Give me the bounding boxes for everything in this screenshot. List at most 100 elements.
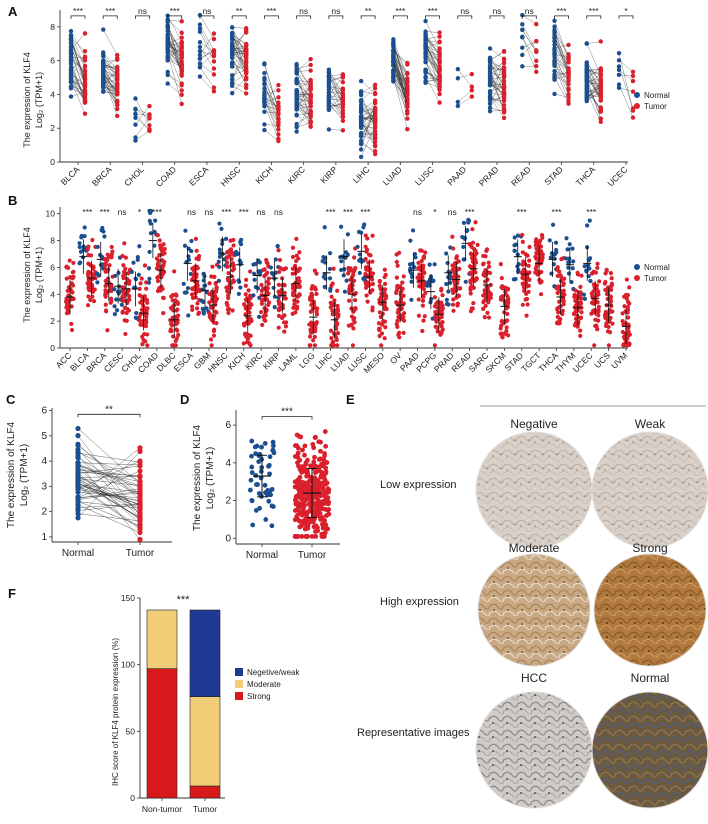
normal-point: [69, 29, 73, 33]
tumor-point: [283, 296, 287, 300]
tumor-point: [231, 238, 235, 242]
tumor-point: [137, 468, 142, 473]
normal-point: [75, 443, 80, 448]
tumor-point: [599, 107, 603, 111]
panel-d-ylabel-2: Log₂ (TPM+1): [205, 447, 216, 510]
group-hnsc: ***: [217, 207, 237, 315]
tumor-point: [248, 301, 252, 305]
tumor-point: [194, 290, 198, 294]
group-pcpg: *: [425, 207, 445, 347]
tumor-point: [451, 297, 455, 301]
normal-point: [355, 245, 359, 249]
tumor-point: [396, 333, 400, 337]
normal-point: [271, 443, 276, 448]
normal-point: [423, 55, 427, 59]
group-uvm: [620, 277, 631, 347]
tumor-point: [484, 249, 488, 253]
normal-point: [567, 271, 571, 275]
normal-point: [198, 57, 202, 61]
normal-point: [147, 266, 151, 270]
normal-point: [183, 229, 187, 233]
tumor-point: [115, 74, 119, 78]
tumor-point: [626, 300, 630, 304]
tumor-point: [395, 275, 399, 279]
tumor-point: [277, 308, 281, 312]
tumor-point: [502, 66, 506, 70]
normal-point: [276, 244, 280, 248]
significance-bracket: [264, 16, 278, 19]
group-cesc: ns: [112, 207, 132, 336]
normal-point: [137, 244, 141, 248]
tumor-point: [86, 303, 90, 307]
x-tick-label: Tumor: [193, 804, 217, 814]
normal-point: [198, 45, 202, 49]
tumor-point: [293, 443, 298, 448]
normal-point: [198, 53, 202, 57]
tumor-point: [364, 267, 368, 271]
normal-point: [75, 499, 80, 504]
legend-negweak-label: Negetive/weak: [247, 668, 300, 677]
tumor-point: [109, 297, 113, 301]
normal-point: [75, 505, 80, 510]
normal-point: [344, 279, 348, 283]
tumor-point: [127, 298, 131, 302]
tumor-point: [454, 289, 458, 293]
normal-point: [101, 62, 105, 66]
tumor-point: [323, 444, 328, 449]
tumor-point: [296, 487, 301, 492]
normal-point: [552, 49, 556, 53]
significance-label: ***: [105, 6, 116, 16]
significance-label: ns: [257, 207, 266, 217]
tumor-point: [147, 104, 151, 108]
normal-point: [294, 81, 298, 85]
tumor-point: [180, 93, 184, 97]
tumor-point: [383, 320, 387, 324]
tumor-point: [277, 326, 281, 330]
tumor-point: [171, 298, 175, 302]
tumor-point: [266, 280, 270, 284]
normal-point: [456, 67, 460, 71]
tumor-point: [212, 290, 216, 294]
tumor-point: [599, 93, 603, 97]
tumor-point: [300, 448, 305, 453]
tumor-point: [276, 127, 280, 131]
tumor-point: [210, 299, 214, 303]
tumor-point: [437, 68, 441, 72]
tumor-point: [313, 306, 317, 310]
tumor-point: [502, 49, 506, 53]
tumor-point: [527, 258, 531, 262]
panel-f-letter: F: [8, 586, 16, 601]
tumor-point: [373, 149, 377, 153]
tumor-point: [437, 100, 441, 104]
normal-point: [131, 261, 135, 265]
y-tick-label: 2: [50, 316, 55, 326]
tumor-point: [423, 250, 427, 254]
tumor-point: [366, 261, 370, 265]
y-tick-label: 150: [121, 593, 135, 603]
normal-point: [552, 63, 556, 67]
normal-point: [198, 65, 202, 69]
tumor-point: [158, 238, 162, 242]
tumor-point: [277, 270, 281, 274]
tumor-point: [310, 287, 314, 291]
tumor-point: [291, 312, 295, 316]
normal-point: [69, 41, 73, 45]
tumor-point: [439, 288, 443, 292]
tumor-point: [295, 305, 299, 309]
tumor-point: [556, 315, 560, 319]
tumor-point: [470, 72, 474, 76]
normal-point: [461, 245, 465, 249]
tumor-point: [138, 287, 142, 291]
tumor-point: [266, 303, 270, 307]
tumor-point: [244, 292, 248, 296]
tumor-point: [83, 72, 87, 76]
tumor-point: [599, 39, 603, 43]
paired-group-lusc: ***: [423, 6, 441, 105]
tumor-point: [143, 263, 147, 267]
normal-point: [101, 72, 105, 76]
tumor-point: [296, 464, 301, 469]
tumor-point: [123, 267, 127, 271]
tumor-point: [243, 304, 247, 308]
tumor-point: [293, 508, 298, 513]
paired-group-lihc: **: [359, 6, 377, 159]
